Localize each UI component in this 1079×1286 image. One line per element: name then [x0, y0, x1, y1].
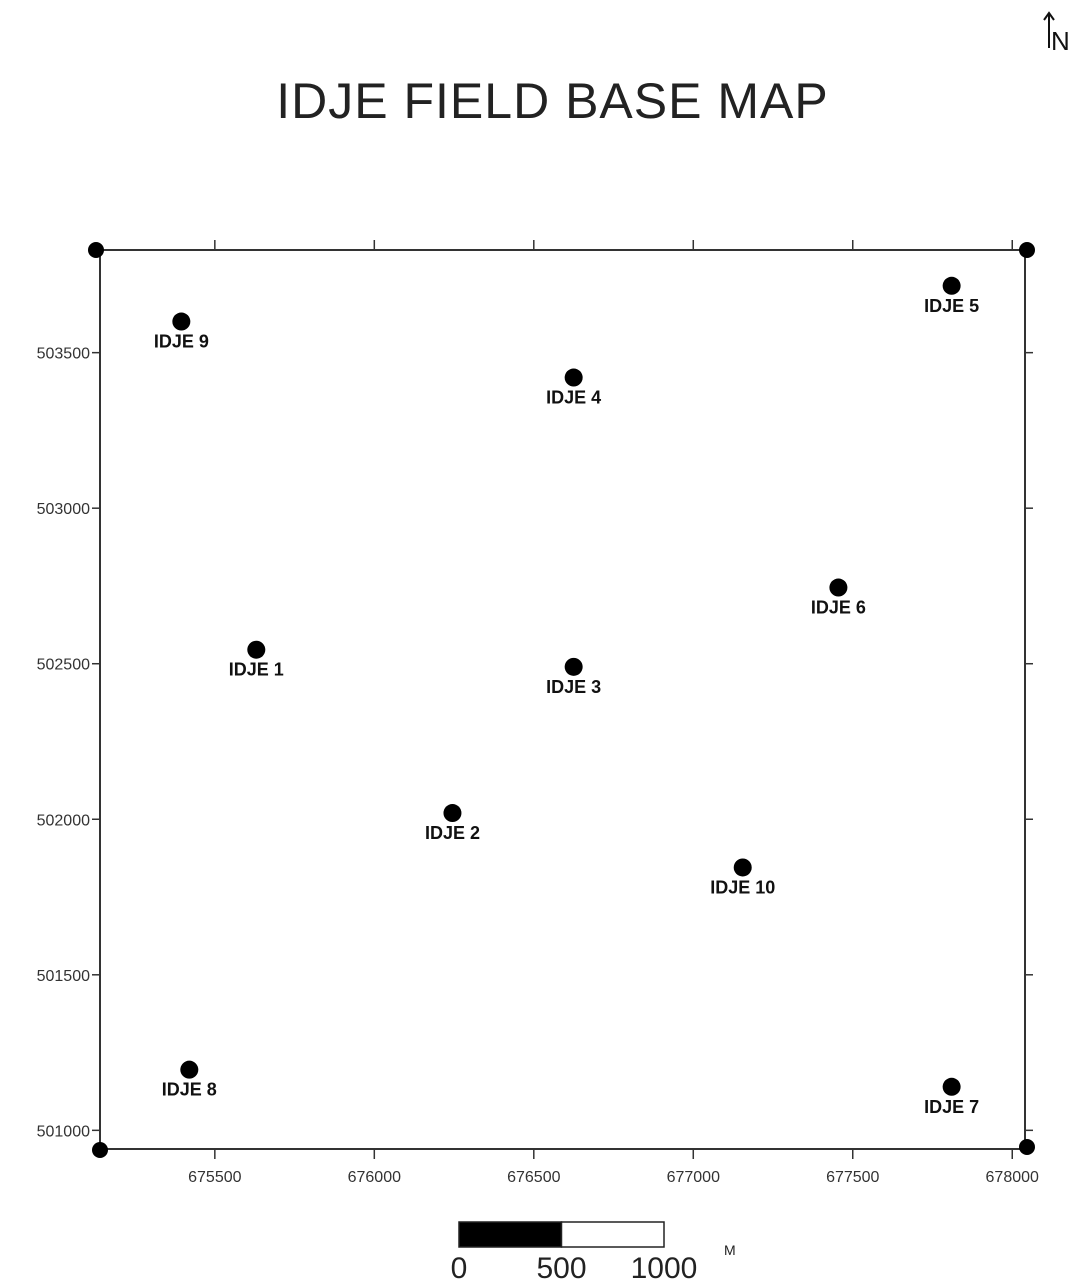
well-idje-3: IDJE 3 [546, 657, 601, 697]
well-label-idje-7: IDJE 7 [924, 1097, 979, 1117]
well-label-idje-1: IDJE 1 [229, 660, 284, 680]
map-border [99, 249, 1026, 1150]
axis-ticks: 501000 501500 502000 502500 503000 503500 6755… [37, 240, 1039, 1186]
well-idje-9: IDJE 9 [154, 312, 209, 352]
scale-label-0: 0 [451, 1252, 468, 1285]
x-tick-label-677500: 677500 [826, 1169, 879, 1186]
north-label: N [1051, 26, 1070, 56]
map-frame [88, 242, 1035, 1158]
x-tick-label-676500: 676500 [507, 1169, 560, 1186]
well-label-idje-6: IDJE 6 [811, 598, 866, 618]
well-idje-6: IDJE 6 [811, 578, 866, 618]
well-idje-2: IDJE 2 [425, 804, 480, 843]
x-tick-label-677000: 677000 [667, 1169, 720, 1186]
well-idje-4: IDJE 4 [546, 368, 601, 408]
well-idje-5: IDJE 5 [924, 276, 979, 316]
well-label-idje-2: IDJE 2 [425, 823, 480, 843]
scale-bar-filled [458, 1221, 563, 1248]
well-label-idje-10: IDJE 10 [710, 877, 775, 897]
y-tick-label-502500: 502500 [37, 657, 90, 674]
scale-bar-empty [560, 1221, 665, 1248]
well-idje-10: IDJE 10 [710, 858, 775, 897]
well-label-idje-4: IDJE 4 [546, 388, 601, 408]
well-marker-idje-4 [564, 368, 583, 387]
well-marker-idje-6 [829, 578, 848, 597]
north-arrow: N [1040, 8, 1079, 56]
well-marker-idje-3 [564, 657, 583, 676]
well-marker-idje-7 [942, 1077, 961, 1096]
well-label-idje-8: IDJE 8 [162, 1080, 217, 1100]
corner-marker-4 [1019, 1139, 1035, 1155]
well-marker-idje-1 [247, 640, 266, 659]
well-marker-idje-8 [180, 1060, 199, 1079]
scale-label-1000: 1000 [631, 1252, 698, 1285]
well-markers: IDJE 1 IDJE 2 IDJE 3 IDJE 4 IDJE 5 IDJE 6 IDJE… [154, 276, 979, 1117]
x-tick-label-675500: 675500 [188, 1169, 241, 1186]
well-marker-idje-2 [443, 804, 462, 823]
y-tick-label-502000: 502000 [37, 812, 90, 829]
y-tick-label-501000: 501000 [37, 1123, 90, 1140]
well-marker-idje-9 [172, 312, 191, 331]
scale-bar: 0 500 1000 M [451, 1221, 736, 1285]
well-idje-7: IDJE 7 [924, 1077, 979, 1117]
corner-marker-2 [1019, 242, 1035, 258]
north-arrow-icon [1043, 11, 1055, 48]
well-idje-1: IDJE 1 [229, 640, 284, 680]
well-label-idje-9: IDJE 9 [154, 332, 209, 352]
well-label-idje-5: IDJE 5 [924, 296, 979, 316]
well-marker-idje-10 [733, 858, 752, 877]
scale-label-500: 500 [536, 1252, 586, 1285]
y-tick-label-501500: 501500 [37, 968, 90, 985]
well-label-idje-3: IDJE 3 [546, 677, 601, 697]
y-tick-label-503500: 503500 [37, 346, 90, 363]
corner-marker-1 [88, 242, 104, 258]
corner-marker-3 [92, 1142, 108, 1158]
y-tick-label-503000: 503000 [37, 501, 90, 518]
well-idje-8: IDJE 8 [162, 1060, 217, 1100]
map-title: IDJE FIELD BASE MAP [276, 73, 829, 129]
x-tick-label-676000: 676000 [348, 1169, 401, 1186]
well-marker-idje-5 [942, 276, 961, 295]
scale-unit-label: M [724, 1242, 736, 1258]
x-tick-label-678000: 678000 [986, 1169, 1039, 1186]
